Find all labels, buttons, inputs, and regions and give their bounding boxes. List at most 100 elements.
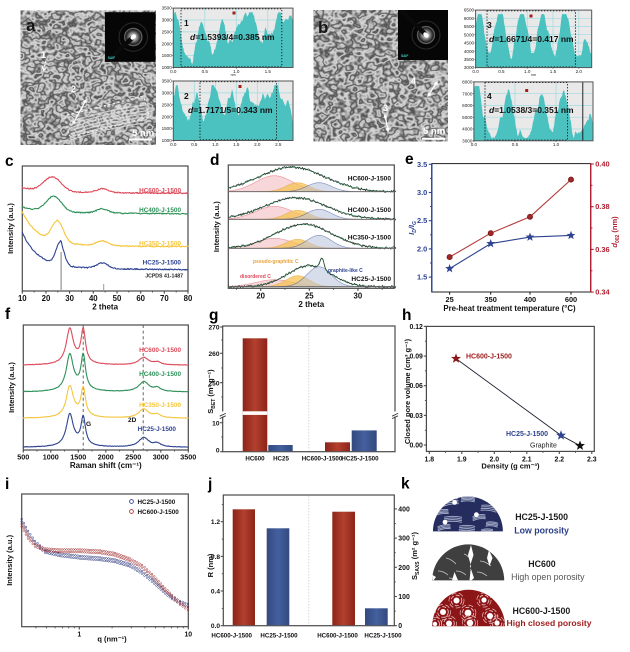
svg-text:0.0: 0.0 (170, 142, 177, 147)
svg-text:0.5: 0.5 (191, 142, 198, 147)
svg-text:2D: 2D (128, 417, 137, 424)
svg-text:e: e (405, 151, 414, 168)
svg-text:d: d (210, 152, 219, 169)
svg-text:80: 80 (184, 294, 193, 303)
svg-text:2 theta: 2 theta (92, 303, 118, 312)
svg-text:0.5: 0.5 (512, 142, 519, 147)
svg-text:1.0: 1.0 (524, 69, 531, 74)
svg-text:SAIF: SAIF (108, 56, 115, 60)
svg-text:0.5: 0.5 (498, 69, 505, 74)
svg-text:250: 250 (208, 380, 219, 387)
svg-text:0.0: 0.0 (471, 142, 478, 147)
svg-text:f: f (5, 306, 11, 323)
svg-text:SSAXS (m² g⁻¹): SSAXS (m² g⁻¹) (410, 531, 421, 580)
svg-text:6000: 6000 (462, 103, 473, 108)
svg-text:Raman shift (cm⁻¹): Raman shift (cm⁻¹) (70, 461, 142, 470)
svg-text:HC600-J-1500: HC600-J-1500 (513, 606, 571, 616)
svg-text:2.3: 2.3 (587, 456, 597, 463)
svg-text:5500: 5500 (464, 24, 475, 29)
svg-text:SAIF: SAIF (401, 54, 408, 58)
svg-text:HC25-J-1500: HC25-J-1500 (260, 633, 298, 640)
svg-text:2.1: 2.1 (522, 456, 532, 463)
svg-text:2000: 2000 (162, 41, 173, 46)
svg-text:HC600-J-1500: HC600-J-1500 (348, 176, 392, 183)
svg-text:a: a (26, 16, 36, 35)
svg-text:HC600-J-1500: HC600-J-1500 (302, 456, 343, 463)
svg-text:1500: 1500 (70, 453, 86, 462)
svg-text:1.0: 1.0 (212, 142, 219, 147)
svg-text:2.0: 2.0 (576, 69, 583, 74)
svg-text:10: 10 (212, 420, 220, 427)
svg-text:3.0: 3.0 (417, 188, 427, 197)
svg-text:3000: 3000 (464, 65, 475, 70)
svg-text:graphite-like C: graphite-like C (328, 268, 363, 274)
svg-text:HC25-J-1500: HC25-J-1500 (143, 260, 182, 267)
svg-text:Intensity (a.u.): Intensity (a.u.) (212, 201, 221, 252)
svg-text:10: 10 (18, 294, 27, 303)
svg-text:JCPDS 41-1487: JCPDS 41-1487 (145, 274, 183, 280)
svg-text:HC600-J-1500: HC600-J-1500 (138, 509, 180, 516)
svg-text:d=1.0538/3=0.351 nm: d=1.0538/3=0.351 nm (489, 105, 574, 115)
svg-text:Intensity (a.u.): Intensity (a.u.) (5, 534, 14, 585)
svg-text:0.38: 0.38 (595, 202, 609, 211)
svg-text:30: 30 (354, 291, 363, 300)
svg-text:Graphite: Graphite (530, 443, 557, 450)
svg-text:1.2: 1.2 (211, 519, 220, 526)
svg-text:0.03: 0.03 (409, 413, 423, 420)
svg-text:0: 0 (216, 448, 220, 455)
svg-text:0.0: 0.0 (170, 69, 177, 74)
svg-text:6500: 6500 (464, 8, 475, 13)
svg-text:3: 3 (487, 20, 492, 30)
svg-text:7000: 7000 (462, 91, 473, 96)
svg-text:1.5: 1.5 (550, 69, 557, 74)
svg-text:Intensity (a.u.): Intensity (a.u.) (6, 203, 15, 254)
svg-text:HC600-J-1500: HC600-J-1500 (139, 188, 181, 195)
svg-text:HC600-J-1500: HC600-J-1500 (317, 633, 358, 640)
svg-text:HC600: HC600 (245, 456, 265, 463)
svg-text:1.9: 1.9 (457, 456, 467, 463)
svg-text:50: 50 (113, 294, 122, 303)
svg-text:5000: 5000 (464, 32, 475, 37)
svg-text:SBET (m² g⁻¹): SBET (m² g⁻¹) (206, 369, 217, 414)
svg-text:2.0: 2.0 (490, 456, 500, 463)
svg-text:300: 300 (398, 536, 410, 543)
svg-text:1000: 1000 (162, 65, 173, 70)
svg-text:20: 20 (256, 291, 265, 300)
svg-text:HC600-J-1500: HC600-J-1500 (466, 354, 512, 361)
svg-text:3000: 3000 (462, 138, 473, 143)
svg-text:b: b (318, 18, 328, 37)
svg-text:270: 270 (208, 325, 219, 332)
svg-text:4000: 4000 (462, 127, 473, 132)
svg-text:3.5: 3.5 (417, 160, 427, 169)
svg-text:2000: 2000 (98, 453, 114, 462)
svg-text:4: 4 (487, 91, 492, 101)
svg-text:400: 400 (524, 295, 536, 304)
svg-text:R (nm): R (nm) (206, 553, 215, 577)
svg-text:h: h (402, 307, 411, 324)
svg-text:d=1.7171/5=0.343 nm: d=1.7171/5=0.343 nm (188, 105, 273, 115)
svg-text:0.0: 0.0 (211, 623, 220, 630)
svg-text:HC600-J-1500: HC600-J-1500 (211, 633, 252, 640)
svg-text:1.0: 1.0 (233, 69, 240, 74)
svg-text:Density (g cm⁻³): Density (g cm⁻³) (481, 462, 540, 471)
svg-text:d=1.6671/4=0.417 nm: d=1.6671/4=0.417 nm (489, 34, 574, 44)
svg-text:1: 1 (184, 18, 189, 28)
svg-text:2 theta: 2 theta (298, 300, 324, 309)
svg-text:0.12: 0.12 (409, 324, 423, 331)
svg-text:5 nm: 5 nm (132, 128, 154, 139)
svg-text:5 nm: 5 nm (423, 126, 445, 137)
svg-text:HC400-J-1500: HC400-J-1500 (139, 207, 181, 214)
svg-text:400: 400 (398, 506, 410, 513)
svg-text:HC400-J-1500: HC400-J-1500 (348, 207, 392, 214)
svg-text:0.40: 0.40 (595, 160, 609, 169)
svg-text:HC600: HC600 (528, 559, 555, 569)
svg-text:0.00: 0.00 (409, 443, 423, 450)
svg-text:10: 10 (184, 632, 192, 639)
svg-text:4500: 4500 (464, 41, 475, 46)
svg-text:60: 60 (136, 294, 145, 303)
svg-text:1.0: 1.0 (553, 142, 560, 147)
svg-text:1.8: 1.8 (425, 456, 435, 463)
svg-text:20: 20 (42, 294, 51, 303)
svg-text:70: 70 (160, 294, 169, 303)
svg-text:4: 4 (411, 76, 416, 86)
